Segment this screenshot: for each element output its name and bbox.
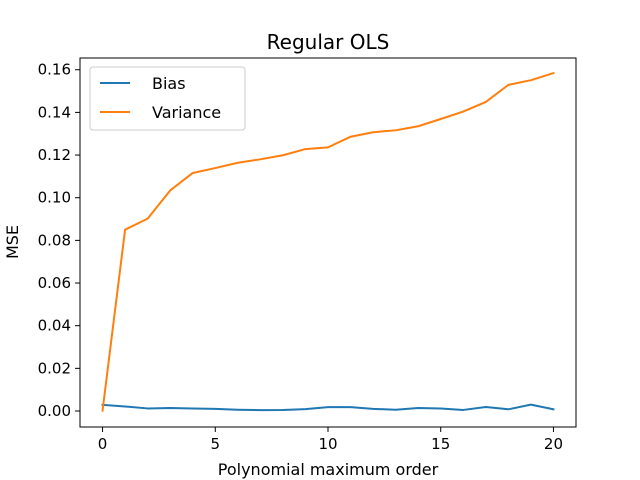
y-tick-label: 0.10 [38, 189, 71, 207]
legend: Bias Variance [89, 66, 246, 131]
x-tick-label: 15 [431, 435, 450, 453]
x-tick-label: 10 [318, 435, 337, 453]
y-tick-label: 0.02 [38, 359, 71, 377]
y-tick-label: 0.12 [38, 146, 71, 164]
legend-label-variance: Variance [152, 103, 221, 122]
y-tick-label: 0.00 [38, 402, 71, 420]
y-tick-label: 0.06 [38, 274, 71, 292]
y-tick-label: 0.14 [38, 103, 71, 121]
x-tick-label: 5 [210, 435, 220, 453]
series-layer [101, 71, 555, 412]
x-axis: 0 5 10 15 20 [98, 427, 563, 453]
x-tick-label: 0 [98, 435, 108, 453]
y-tick-label: 0.16 [38, 61, 71, 79]
series-line-variance [101, 71, 555, 412]
x-axis-label: Polynomial maximum order [218, 460, 439, 479]
series-line-bias [101, 403, 555, 412]
chart-title: Regular OLS [267, 30, 390, 54]
y-axis-label: MSE [3, 225, 22, 259]
y-axis: 0.00 0.02 0.04 0.06 0.08 0.10 0.12 0.14 0.16 [38, 61, 80, 420]
x-tick-label: 20 [544, 435, 563, 453]
y-tick-label: 0.04 [38, 317, 71, 335]
legend-label-bias: Bias [152, 74, 186, 93]
y-tick-label: 0.08 [38, 231, 71, 249]
